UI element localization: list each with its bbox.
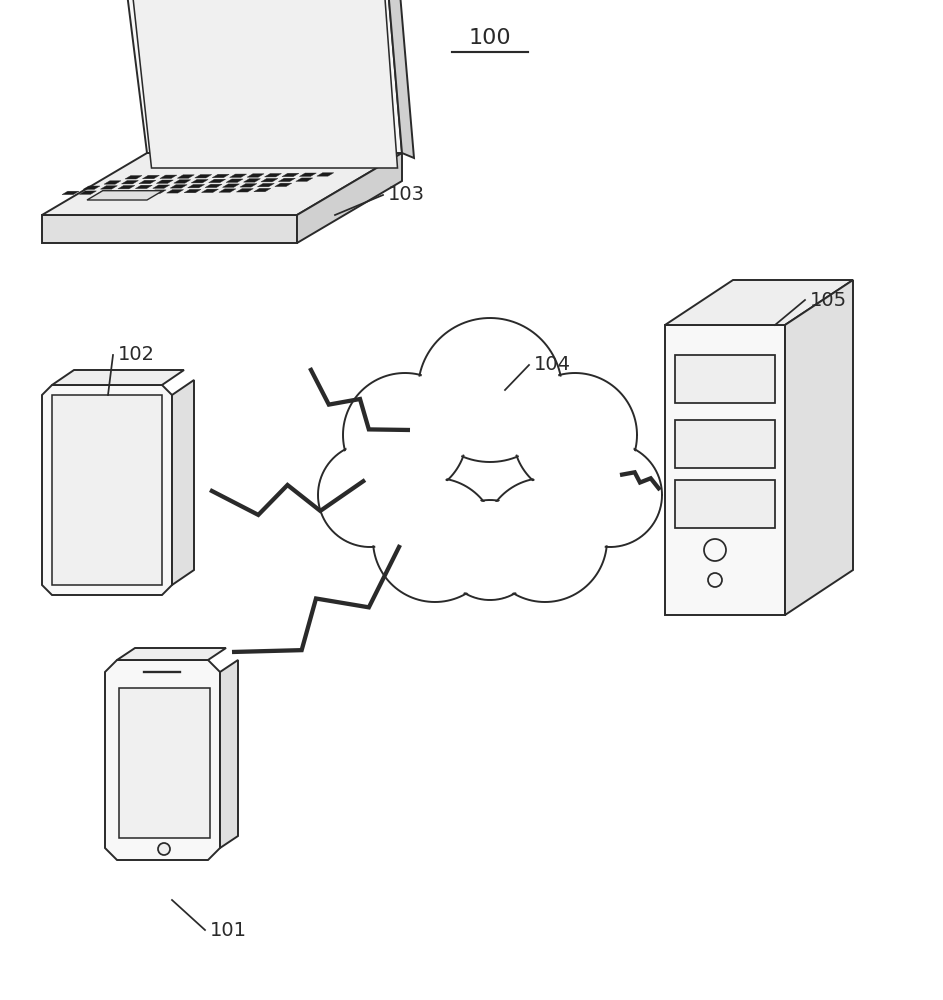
Polygon shape	[52, 370, 184, 385]
Polygon shape	[62, 191, 79, 195]
Polygon shape	[191, 179, 208, 183]
Polygon shape	[247, 174, 264, 177]
Polygon shape	[205, 184, 222, 188]
Polygon shape	[675, 480, 775, 528]
Polygon shape	[97, 191, 114, 194]
Circle shape	[483, 478, 607, 602]
Polygon shape	[122, 0, 402, 153]
Polygon shape	[126, 0, 398, 168]
Polygon shape	[264, 174, 281, 177]
Polygon shape	[119, 688, 210, 838]
Circle shape	[343, 373, 467, 497]
Text: 102: 102	[118, 346, 155, 364]
Polygon shape	[237, 189, 254, 192]
Polygon shape	[101, 186, 118, 189]
Polygon shape	[278, 178, 295, 182]
Polygon shape	[52, 395, 162, 585]
Text: 103: 103	[388, 186, 425, 205]
Polygon shape	[254, 188, 271, 192]
Circle shape	[708, 573, 722, 587]
Text: 104: 104	[534, 356, 571, 374]
Polygon shape	[79, 191, 96, 194]
Polygon shape	[149, 190, 166, 193]
Polygon shape	[142, 175, 159, 179]
Polygon shape	[297, 153, 402, 243]
Polygon shape	[132, 190, 149, 194]
Polygon shape	[153, 185, 170, 188]
Circle shape	[559, 445, 660, 545]
Polygon shape	[261, 178, 278, 182]
Polygon shape	[274, 183, 291, 187]
Polygon shape	[282, 173, 299, 177]
Polygon shape	[299, 173, 316, 176]
Text: 101: 101	[210, 920, 247, 940]
Polygon shape	[83, 186, 100, 189]
Polygon shape	[42, 215, 297, 243]
Circle shape	[513, 373, 637, 497]
Polygon shape	[243, 179, 260, 182]
Circle shape	[441, 502, 538, 598]
Polygon shape	[665, 280, 853, 325]
Polygon shape	[240, 184, 256, 187]
Circle shape	[440, 500, 540, 600]
Polygon shape	[675, 420, 775, 468]
Circle shape	[485, 480, 605, 600]
Polygon shape	[42, 385, 172, 595]
Polygon shape	[174, 180, 190, 183]
Circle shape	[558, 443, 662, 547]
Polygon shape	[42, 153, 402, 215]
Polygon shape	[665, 325, 785, 615]
Polygon shape	[317, 173, 334, 176]
Circle shape	[375, 480, 495, 600]
Polygon shape	[122, 181, 139, 184]
Polygon shape	[157, 180, 174, 183]
Polygon shape	[226, 179, 243, 182]
Polygon shape	[208, 179, 225, 183]
Polygon shape	[223, 184, 240, 187]
Text: 105: 105	[810, 290, 847, 310]
Circle shape	[515, 375, 636, 495]
Circle shape	[421, 320, 560, 460]
Polygon shape	[177, 175, 194, 178]
Polygon shape	[219, 189, 236, 192]
Polygon shape	[105, 660, 220, 860]
Polygon shape	[167, 190, 184, 193]
Circle shape	[158, 843, 170, 855]
Polygon shape	[87, 191, 163, 200]
Polygon shape	[104, 181, 121, 184]
Polygon shape	[135, 185, 152, 189]
Polygon shape	[202, 189, 219, 193]
Circle shape	[704, 539, 726, 561]
Polygon shape	[257, 183, 274, 187]
Polygon shape	[212, 174, 229, 178]
Polygon shape	[220, 660, 238, 848]
Polygon shape	[170, 185, 187, 188]
Circle shape	[320, 445, 421, 545]
Polygon shape	[117, 648, 226, 660]
Polygon shape	[172, 380, 194, 585]
Polygon shape	[230, 174, 247, 177]
Circle shape	[373, 478, 497, 602]
Polygon shape	[296, 178, 313, 181]
Circle shape	[345, 375, 465, 495]
Polygon shape	[385, 0, 414, 158]
Polygon shape	[188, 184, 205, 188]
Polygon shape	[114, 190, 131, 194]
Polygon shape	[675, 355, 775, 403]
Polygon shape	[195, 175, 212, 178]
Polygon shape	[785, 280, 853, 615]
Polygon shape	[160, 175, 177, 178]
Circle shape	[418, 318, 562, 462]
Text: 100: 100	[469, 28, 511, 48]
Polygon shape	[184, 189, 201, 193]
Polygon shape	[125, 176, 142, 179]
Circle shape	[318, 443, 422, 547]
Polygon shape	[118, 185, 135, 189]
Polygon shape	[139, 180, 156, 184]
